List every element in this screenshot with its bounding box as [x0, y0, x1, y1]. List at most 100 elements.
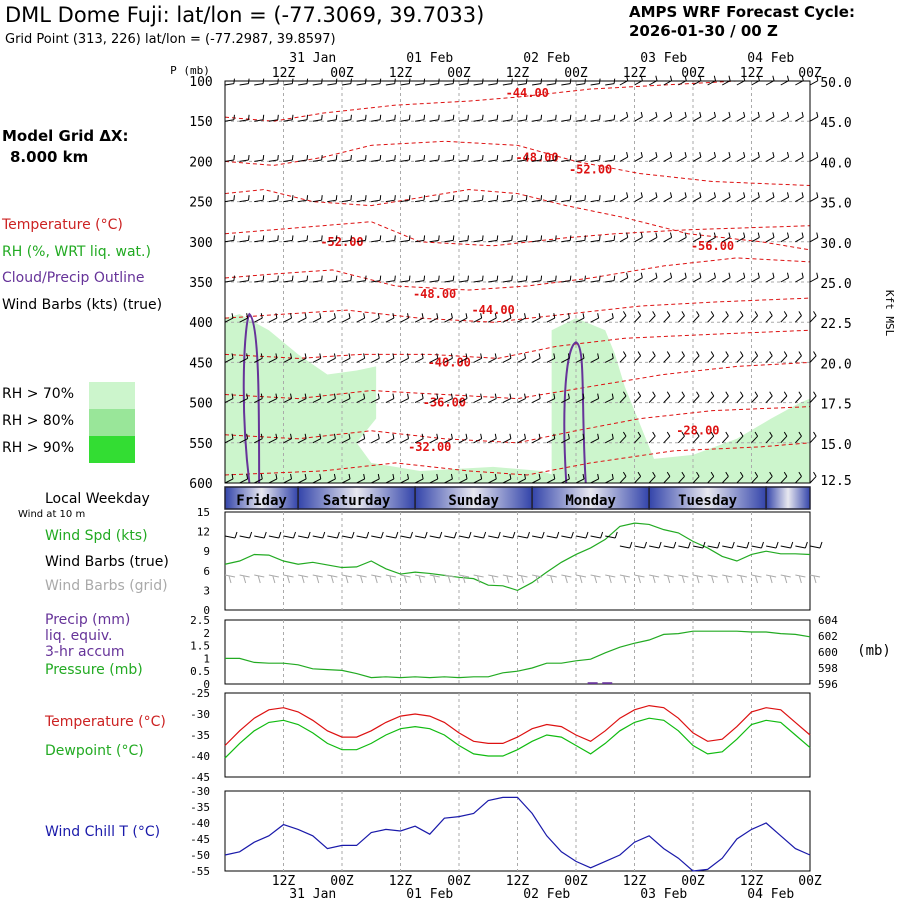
- wind-barb-flag: [377, 393, 380, 399]
- wind-barb-flag: [496, 275, 499, 281]
- surface-wind-barb-true: [678, 545, 689, 549]
- wind-barb-staff: [458, 119, 468, 122]
- surface-wind-barb-grid: [707, 574, 718, 578]
- wind-barb-staff: [414, 398, 424, 404]
- wind-barb-staff: [678, 315, 685, 323]
- weekday-cell: [765, 486, 811, 510]
- wind-barb-staff: [327, 239, 337, 243]
- cloud-outline-monday: [563, 341, 587, 484]
- wind-barb-staff: [371, 280, 381, 283]
- wind-barb-staff: [663, 395, 671, 403]
- wind-barb-staff: [415, 199, 425, 203]
- wind-barb-flag: [231, 433, 234, 439]
- surface-wind-barb-true: [644, 541, 647, 549]
- wind-barb-staff: [634, 355, 641, 363]
- wind-barb-flag: [275, 473, 278, 480]
- wind-barb-staff: [429, 478, 438, 484]
- top-date-tick: 02 Feb: [523, 51, 570, 66]
- wind-barb-flag: [306, 195, 309, 201]
- wind-barb-staff: [268, 438, 278, 444]
- wind-barb-staff: [224, 357, 234, 363]
- wind-barb-flag: [540, 235, 543, 241]
- wind-barb-staff: [488, 199, 498, 203]
- wind-barb-staff: [721, 355, 729, 363]
- wind-barb-staff: [765, 355, 773, 363]
- wind-barb-flag: [613, 275, 616, 281]
- surface-wind-barb-grid: [652, 575, 656, 584]
- wind-barb-flag: [438, 114, 440, 120]
- surface-wind-barb-true: [546, 535, 557, 539]
- surface-wind-barb-true: [512, 531, 516, 539]
- label-wind-speed: Wind Spd (kts): [45, 528, 148, 544]
- surface-wind-barb-true: [634, 545, 645, 549]
- wind-barb-staff: [561, 199, 571, 203]
- wind-barb-staff: [268, 357, 278, 363]
- wind-barb-flag: [450, 313, 453, 319]
- bottom-time-tick: 00Z: [447, 874, 471, 889]
- wind-barb-staff: [327, 199, 337, 203]
- surface-wind-barb-true: [746, 541, 750, 549]
- wind-barb-staff: [224, 478, 234, 484]
- wind-barb-staff: [721, 315, 729, 323]
- wind-barb-flag: [684, 75, 687, 81]
- rh-shading-friday: [225, 314, 576, 483]
- surface-wind-barb-true: [751, 545, 762, 549]
- weekday-label: Saturday: [323, 493, 391, 509]
- wind-barb-staff: [590, 478, 599, 484]
- wind-barb-flag: [681, 311, 685, 316]
- wind-barb-flag: [611, 393, 614, 399]
- wind-barb-staff: [371, 239, 381, 243]
- wind-barb-flag: [798, 351, 802, 357]
- wind-barb-flag: [262, 154, 265, 161]
- wind-barb-flag: [438, 195, 440, 201]
- wind-barb-flag: [816, 111, 819, 117]
- wind-barb-staff: [721, 476, 729, 484]
- wind-barb-flag: [407, 313, 410, 319]
- wind-barb-flag: [365, 235, 367, 241]
- surface-wind-barb-grid: [579, 575, 583, 584]
- surface-wind-barb-grid: [751, 574, 762, 578]
- wind-barb-flag: [465, 353, 468, 359]
- wind-barb-flag: [291, 195, 294, 201]
- wind-barb-staff: [736, 395, 744, 403]
- wind-barb-flag: [696, 391, 700, 397]
- wind-barb-staff: [692, 476, 700, 484]
- wind-barb-staff: [444, 280, 454, 283]
- wind-barb-flag: [538, 473, 541, 480]
- wind-barb-flag: [652, 391, 656, 397]
- wind-barb-staff: [692, 116, 702, 122]
- wind-barb-flag: [394, 235, 396, 241]
- wind-barb-staff: [298, 83, 308, 86]
- wind-barb-staff: [692, 196, 702, 203]
- wind-barb-flag: [597, 393, 600, 399]
- wind-barb-flag: [407, 353, 410, 359]
- wind-barb-staff: [268, 119, 278, 122]
- wind-barb-flag: [525, 235, 528, 241]
- wind-barb-staff: [224, 438, 234, 444]
- wind-barb-staff: [722, 156, 731, 162]
- wind-barb-staff: [239, 280, 249, 283]
- wind-barb-staff: [502, 280, 512, 283]
- wind-barb-staff: [590, 280, 600, 283]
- surface-wind-barb-grid: [491, 575, 495, 584]
- wind-barb-flag: [710, 431, 715, 437]
- wind-panel-tick-label: 0: [203, 604, 210, 617]
- surface-wind-barb-grid: [301, 575, 305, 584]
- wind-barb-staff: [283, 357, 292, 363]
- wind-barb-flag: [655, 75, 658, 81]
- top-time-tick: 12Z: [740, 66, 764, 81]
- wind-barb-staff: [385, 239, 395, 243]
- forecast-cycle-value: 2026-01-30 / 00 Z: [629, 22, 778, 40]
- forecast-cycle-title: AMPS WRF Forecast Cycle:: [629, 3, 855, 21]
- wind-barb-flag: [696, 471, 700, 477]
- precip-panel-tick-label: 1.5: [190, 640, 210, 653]
- wind-barb-flag: [465, 433, 468, 439]
- wind-barb-flag: [423, 114, 426, 120]
- wind-barb-staff: [780, 116, 789, 122]
- surface-wind-barb-true: [809, 545, 821, 549]
- wind-barb-staff: [809, 315, 817, 323]
- wind-barb-staff: [809, 476, 817, 484]
- wind-barb-staff: [254, 317, 263, 323]
- wind-barb-staff: [707, 236, 716, 243]
- windchill-panel-tick-label: -55: [190, 865, 210, 878]
